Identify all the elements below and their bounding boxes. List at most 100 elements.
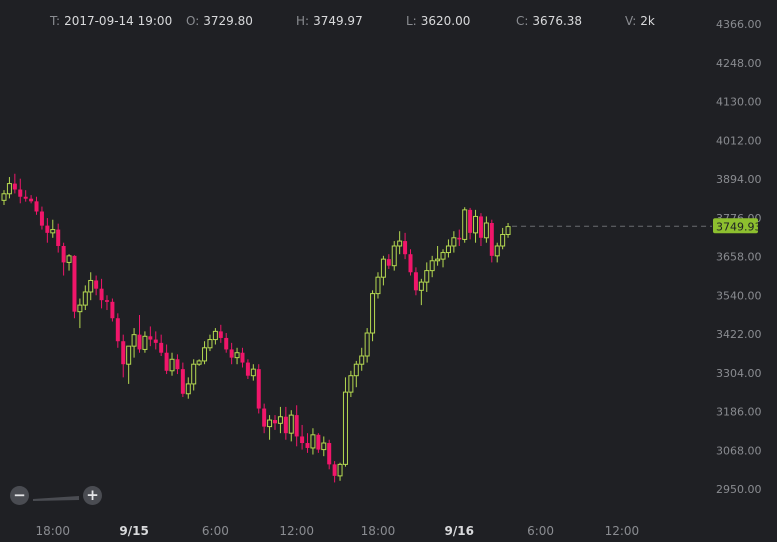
candle: [473, 209, 479, 243]
candle-body: [234, 352, 240, 359]
candle: [39, 206, 44, 230]
candle: [327, 439, 332, 470]
x-tick-label: 6:00: [527, 524, 554, 538]
candle-body: [115, 318, 120, 342]
candle-body: [56, 229, 61, 246]
candle: [267, 415, 273, 440]
candle-body: [440, 252, 446, 260]
candle: [370, 290, 376, 342]
candle: [29, 195, 34, 204]
y-tick-label: 4366.00: [716, 18, 762, 31]
candle-body: [82, 291, 88, 306]
candle: [294, 405, 299, 447]
y-tick-label: 3068.00: [716, 444, 762, 457]
candle: [169, 352, 175, 376]
time-key: T:: [50, 14, 61, 28]
ohlc-low: L: 3620.00: [406, 14, 470, 34]
candle-body: [18, 189, 23, 197]
candle: [153, 331, 158, 350]
candle: [310, 428, 316, 455]
candle-body: [262, 408, 267, 427]
candle: [175, 354, 180, 375]
candle: [34, 196, 39, 215]
candle-body: [169, 358, 175, 372]
candle: [207, 334, 213, 352]
candle: [115, 313, 120, 348]
candle-body: [77, 304, 83, 313]
candle-body: [126, 345, 132, 365]
candle-body: [283, 416, 288, 434]
zoom-control: − +: [10, 486, 106, 506]
candle-body: [23, 196, 28, 199]
candle-body: [88, 279, 94, 293]
candle-body: [153, 339, 158, 343]
candle-body: [342, 391, 348, 465]
candle-body: [408, 254, 413, 273]
candle: [256, 364, 261, 414]
candle: [424, 262, 430, 292]
candle: [440, 249, 446, 268]
candle: [245, 359, 250, 379]
candle-body: [316, 434, 321, 450]
candle: [397, 231, 403, 255]
candle-body: [505, 226, 511, 235]
candle: [88, 272, 94, 301]
candle-body: [94, 280, 99, 289]
zoom-in-button[interactable]: +: [83, 486, 102, 505]
candle-body: [462, 209, 468, 240]
candle: [185, 377, 191, 399]
candle: [212, 328, 218, 345]
candle: [353, 360, 359, 388]
candle-body: [207, 339, 213, 349]
candle: [6, 177, 12, 199]
candle-body: [256, 369, 261, 409]
ohlc-open: O: 3729.80: [186, 14, 253, 34]
candle-body: [418, 281, 424, 291]
candle: [229, 342, 234, 365]
candle-body: [413, 272, 418, 291]
candle: [104, 295, 109, 311]
candle: [250, 364, 256, 381]
candle: [240, 347, 245, 368]
candle-body: [494, 245, 500, 257]
candle-body: [191, 363, 197, 385]
candle-body: [468, 209, 473, 233]
candle-body: [61, 245, 66, 263]
y-tick-label: 3186.00: [716, 406, 762, 419]
candle: [386, 254, 391, 269]
open-key: O:: [186, 14, 200, 28]
candle-body: [403, 241, 408, 255]
candle-body: [218, 331, 223, 338]
candle: [337, 462, 343, 481]
candle-body: [110, 301, 115, 319]
zoom-out-button[interactable]: −: [10, 486, 29, 505]
candle-body: [337, 463, 343, 477]
candle: [18, 178, 23, 204]
candle-body: [202, 347, 208, 362]
candle-body: [175, 359, 180, 370]
candle: [348, 370, 354, 398]
zoom-slider[interactable]: [33, 490, 79, 502]
candle: [462, 207, 468, 243]
candle: [300, 424, 305, 450]
candle: [375, 272, 381, 299]
candle: [483, 216, 489, 243]
candle: [262, 403, 267, 434]
candle-body: [473, 215, 479, 234]
candle: [445, 239, 451, 258]
candle-body: [478, 216, 483, 238]
x-axis: 18:00 9/15 6:00 12:00 18:00 9/16 6:00 12:00: [35, 524, 639, 538]
candle-body: [137, 334, 142, 350]
x-tick-label: 9/15: [119, 524, 148, 538]
candle-body: [435, 258, 441, 262]
zoom-slider-track: [33, 496, 79, 501]
candle-body: [148, 336, 153, 340]
candle: [413, 267, 418, 296]
candle: [180, 362, 185, 398]
candle: [72, 255, 77, 319]
high-key: H:: [296, 14, 310, 28]
candle-body: [142, 335, 148, 350]
candle: [121, 334, 126, 378]
y-tick-label: 3658.00: [716, 251, 762, 264]
